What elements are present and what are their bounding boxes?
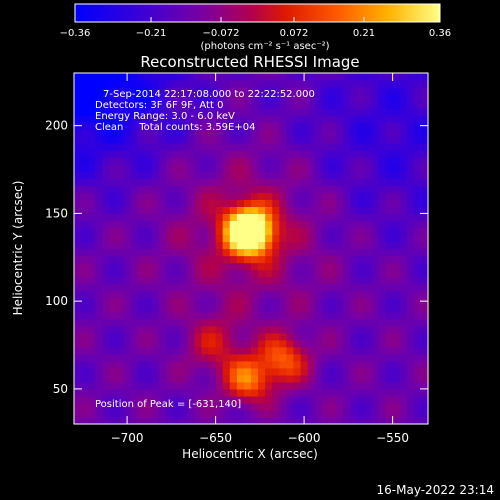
chart-title: Reconstructed RHESSI Image — [140, 53, 359, 71]
colorbar-tick-label: 0.36 — [429, 28, 451, 39]
annotation-energy: Energy Range: 3.0 - 6.0 keV — [95, 111, 235, 122]
annotation-detectors: Detectors: 3F 6F 9F, Att 0 — [95, 100, 223, 111]
y-tick-label: 50 — [53, 382, 68, 396]
annotation-time: 7-Sep-2014 22:17:08.000 to 22:22:52.000 — [103, 89, 315, 100]
annotation-clean: Clean Total counts: 3.59E+04 — [95, 122, 255, 133]
peak-position: Position of Peak = [-631,140] — [95, 399, 241, 410]
y-tick-label: 100 — [45, 294, 68, 308]
x-tick-label: −600 — [288, 431, 321, 445]
colorbar-tick-label: −0.21 — [136, 28, 167, 39]
x-tick-label: −700 — [111, 431, 144, 445]
x-axis-ticks: −700 −650 −600 −550 — [111, 73, 409, 445]
colorbar-tick-label: 0.21 — [353, 28, 375, 39]
colorbar-tick-label: 0.072 — [280, 28, 309, 39]
y-axis-ticks: 50 100 150 200 — [45, 119, 428, 396]
y-tick-label: 150 — [45, 206, 68, 220]
x-tick-label: −650 — [199, 431, 232, 445]
colorbar-tick-label: −0.36 — [60, 28, 91, 39]
y-tick-label: 200 — [45, 119, 68, 133]
y-axis-label: Heliocentric Y (arcsec) — [11, 181, 25, 316]
colorbar-ticks: −0.36 −0.21 −0.072 0.072 0.21 0.36 — [60, 17, 451, 39]
x-tick-label: −550 — [376, 431, 409, 445]
colorbar-unit-label: (photons cm⁻² s⁻¹ asec⁻²) — [200, 41, 329, 52]
plot-frame — [73, 72, 429, 425]
footer-timestamp: 16-May-2022 23:14 — [377, 483, 494, 497]
colorbar-tick-label: −0.072 — [202, 28, 239, 39]
heatmap-image — [74, 73, 429, 425]
colorbar — [74, 3, 441, 23]
x-axis-label: Heliocentric X (arcsec) — [182, 447, 318, 461]
